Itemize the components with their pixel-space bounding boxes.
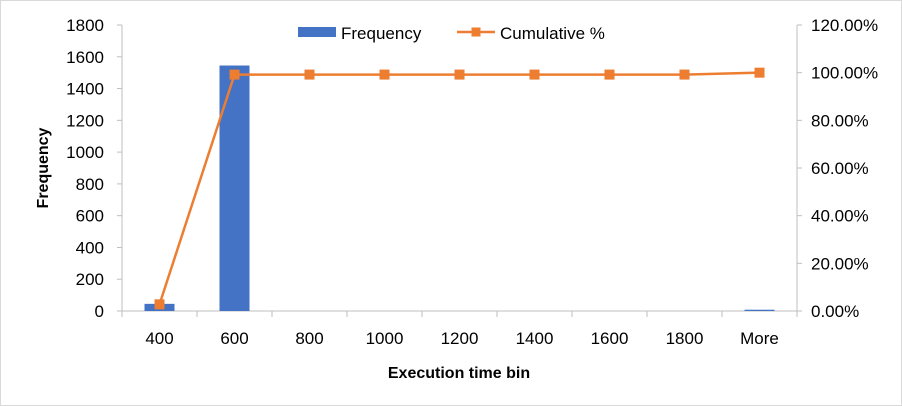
frequency-bar [219,65,250,312]
x-tick-label: 1800 [666,329,704,348]
left-y-tick-label: 200 [76,270,104,289]
x-tick-label: More [740,329,779,348]
legend-label-frequency: Frequency [341,24,422,43]
left-y-tick-label: 600 [76,207,104,226]
x-tick-label: 1600 [591,329,629,348]
cumulative-percent-point [679,69,690,80]
left-y-tick-label: 1000 [66,143,104,162]
cumulative-line-group [154,67,765,310]
left-y-tick-label: 1800 [66,16,104,35]
cumulative-percent-point [379,69,390,80]
legend: Frequency Cumulative % [298,24,605,43]
right-y-tick-label: 20.00% [811,254,869,273]
cumulative-percent-point [304,69,315,80]
x-tick-label: 1400 [516,329,554,348]
right-y-tick-label: 120.00% [811,16,878,35]
right-y-tick-label: 80.00% [811,111,869,130]
frequency-bar [744,309,775,311]
tick-labels-group: 0 200 400 600 800 1000 1200 1400 1600 1800 0.00% 20… [66,16,878,348]
cumulative-percent-point [154,299,165,310]
x-tick-label: 600 [220,329,248,348]
left-y-tick-label: 800 [76,175,104,194]
bars-group [144,65,775,312]
x-tick-label: 1200 [441,329,479,348]
x-tick-label: 800 [295,329,323,348]
x-tick-label: 1000 [366,329,404,348]
right-y-tick-label: 40.00% [811,207,869,226]
legend-swatch-frequency [298,27,336,37]
cumulative-percent-point [454,69,465,80]
left-y-tick-label: 400 [76,238,104,257]
right-y-tick-label: 100.00% [811,64,878,83]
cumulative-percent-point [754,67,765,78]
left-y-tick-label: 1400 [66,80,104,99]
cumulative-percent-point [229,69,240,80]
x-axis-title: Execution time bin [388,365,530,382]
left-y-tick-label: 1200 [66,111,104,130]
cumulative-percent-point [604,69,615,80]
y-axis-title: Frequency [35,127,52,208]
left-y-tick-label: 1600 [66,48,104,67]
cumulative-percent-point [529,69,540,80]
right-y-tick-label: 60.00% [811,159,869,178]
right-y-tick-label: 0.00% [811,302,859,321]
x-tick-label: 400 [145,329,173,348]
left-y-tick-label: 0 [95,302,104,321]
legend-swatch-marker-cumulative [471,27,481,37]
legend-label-cumulative: Cumulative % [500,24,605,43]
